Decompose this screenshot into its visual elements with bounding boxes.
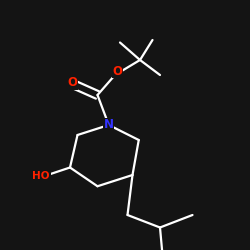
Text: HO: HO	[32, 171, 50, 181]
Text: O: O	[112, 65, 122, 78]
Text: N: N	[104, 118, 114, 132]
Text: O: O	[68, 76, 78, 89]
